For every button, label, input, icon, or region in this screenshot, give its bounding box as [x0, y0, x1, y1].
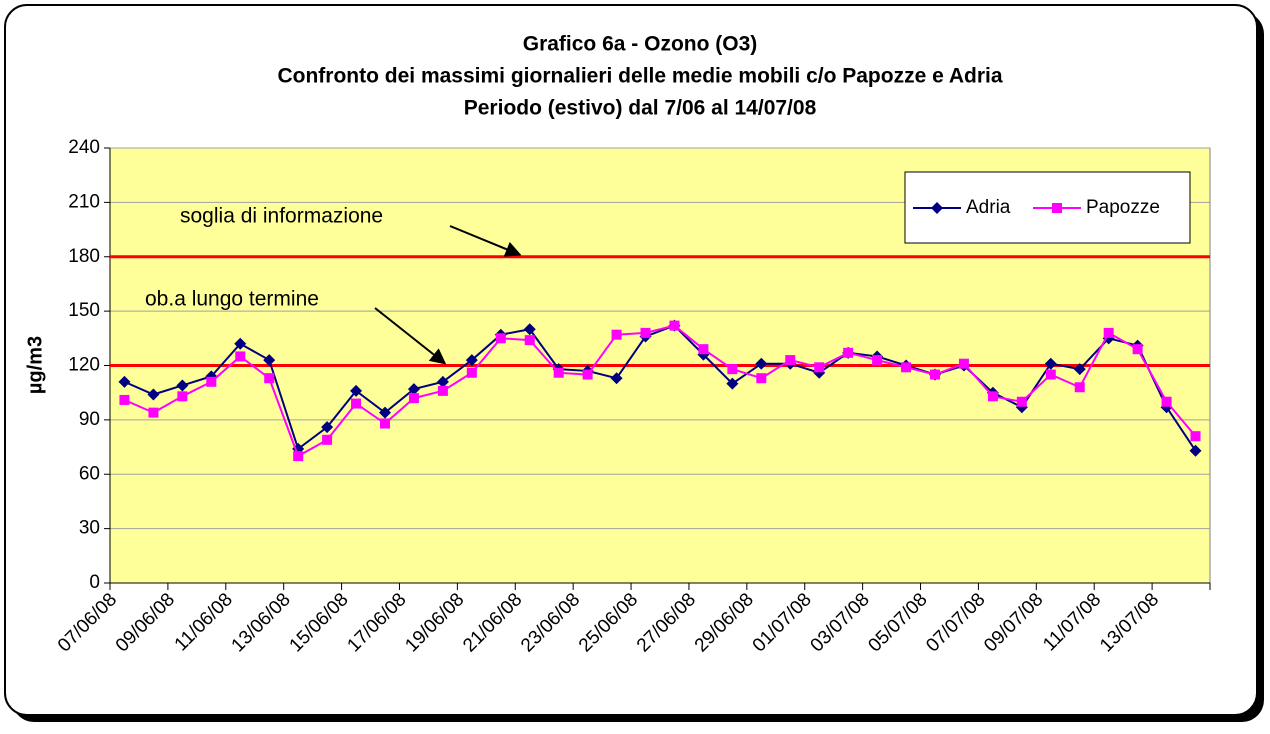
marker — [930, 369, 940, 380]
y-tick-label: 30 — [79, 518, 100, 539]
marker — [1044, 357, 1057, 370]
marker — [263, 354, 276, 367]
marker — [379, 406, 391, 419]
marker — [465, 354, 478, 367]
marker — [872, 355, 883, 366]
chart-subtitle: Confronto dei massimi giornalieri delle … — [277, 65, 1002, 88]
marker — [553, 367, 564, 378]
legend-label: Papozze — [1086, 197, 1160, 218]
marker — [1161, 396, 1172, 407]
marker — [582, 369, 593, 380]
marker — [118, 375, 131, 388]
marker — [408, 393, 419, 404]
marker — [148, 407, 159, 418]
marker — [321, 421, 334, 434]
y-tick-label: 150 — [68, 300, 100, 321]
marker — [669, 320, 680, 331]
marker — [293, 451, 304, 462]
legend-label: Adria — [966, 197, 1011, 218]
marker — [1073, 363, 1086, 376]
marker — [901, 362, 912, 373]
marker — [727, 364, 738, 375]
marker — [322, 434, 333, 445]
marker — [436, 375, 449, 388]
y-tick-label: 60 — [79, 463, 100, 484]
chart-subtitle: Periodo (estivo) dal 7/06 al 14/07/08 — [464, 97, 817, 120]
marker — [785, 355, 796, 366]
marker — [1074, 382, 1085, 393]
y-tick-label: 120 — [68, 355, 100, 376]
marker — [610, 372, 623, 385]
marker — [611, 329, 622, 340]
marker — [1103, 327, 1114, 338]
marker — [698, 344, 709, 355]
y-tick-label: 180 — [68, 246, 100, 267]
marker — [1189, 444, 1202, 457]
marker — [1190, 431, 1201, 442]
annotation-arrow — [374, 307, 447, 365]
marker — [756, 373, 767, 384]
marker — [987, 391, 998, 402]
chart-title: Grafico 6a - Ozono (O3) — [523, 33, 758, 56]
marker — [843, 347, 854, 358]
marker — [176, 379, 189, 392]
marker — [350, 384, 363, 397]
y-tick-label: 210 — [68, 191, 100, 212]
annotation: soglia di informazione — [180, 205, 383, 228]
y-tick-label: 90 — [79, 409, 100, 430]
marker — [523, 323, 536, 336]
annotation-arrow — [449, 225, 522, 257]
marker — [147, 388, 160, 401]
marker — [1045, 369, 1056, 380]
marker — [755, 357, 768, 370]
marker — [437, 385, 448, 396]
marker — [814, 362, 825, 373]
legend-marker — [931, 202, 943, 214]
marker — [119, 394, 130, 405]
annotation: ob.a lungo termine — [145, 288, 319, 311]
marker — [177, 391, 188, 402]
marker — [407, 383, 420, 396]
y-tick-label: 240 — [68, 137, 100, 158]
y-axis-label: µg/m3 — [24, 336, 46, 394]
marker — [1016, 396, 1027, 407]
marker — [380, 418, 390, 429]
marker — [351, 398, 362, 409]
marker — [524, 335, 535, 346]
marker — [235, 351, 246, 362]
marker — [466, 367, 477, 378]
marker — [958, 358, 969, 369]
marker — [495, 333, 506, 344]
marker — [640, 327, 651, 338]
marker — [1132, 344, 1143, 355]
marker — [264, 373, 275, 384]
marker — [234, 337, 247, 350]
marker — [206, 376, 217, 387]
marker — [726, 377, 739, 390]
y-tick-label: 0 — [89, 572, 100, 593]
legend-marker — [1052, 203, 1062, 213]
